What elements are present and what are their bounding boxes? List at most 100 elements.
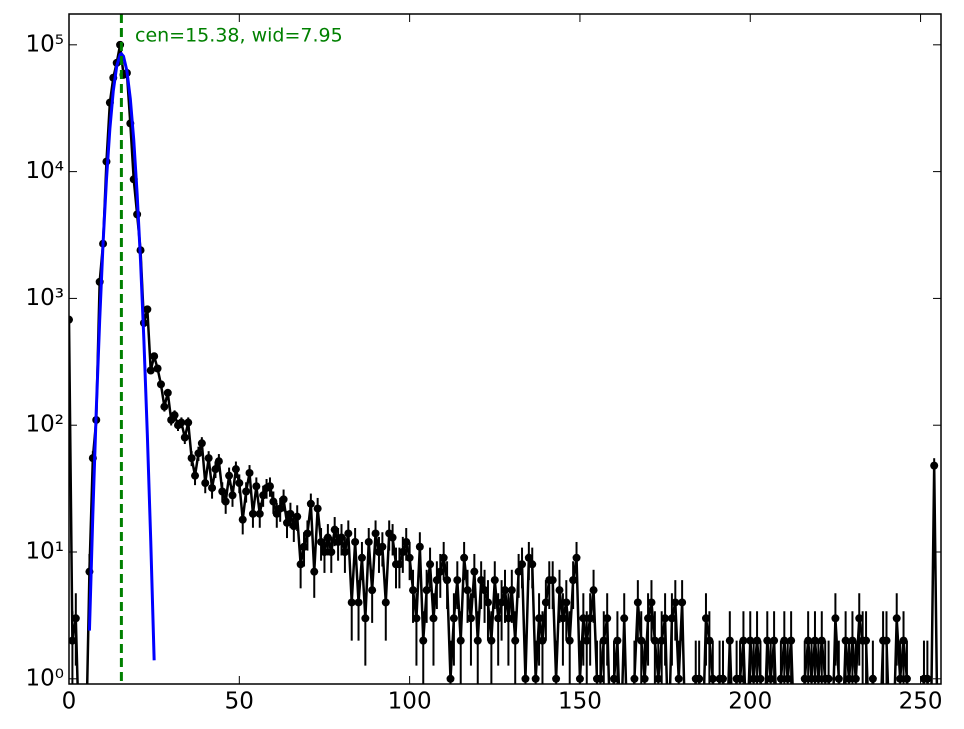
data-point [463, 586, 472, 595]
data-point [862, 636, 871, 645]
data-point [429, 614, 438, 623]
data-point [378, 542, 387, 551]
data-point [160, 402, 169, 411]
data-point [453, 576, 462, 585]
data-point [708, 674, 717, 683]
data-point [180, 433, 189, 442]
data-point [596, 674, 605, 683]
data-point [620, 614, 629, 623]
data-point [402, 537, 411, 546]
data-point [657, 636, 666, 645]
data-point [800, 674, 809, 683]
data-point [218, 487, 227, 496]
data-point [361, 614, 370, 623]
fit-line [87, 51, 156, 661]
data-point [650, 636, 659, 645]
data-point [238, 515, 247, 524]
data-point [156, 380, 165, 389]
data-point [235, 479, 244, 488]
data-point [337, 533, 346, 542]
x-tick-label: 250 [899, 689, 943, 715]
data-point [725, 636, 734, 645]
data-point [323, 533, 332, 542]
data-point [579, 614, 588, 623]
data-point [569, 576, 578, 585]
data-point [153, 364, 162, 373]
data-point [899, 636, 908, 645]
data-point [306, 499, 315, 508]
data-point [780, 636, 789, 645]
plot-area [69, 14, 939, 684]
data-point [446, 674, 455, 683]
data-point [667, 614, 676, 623]
data-point [381, 598, 390, 607]
data-point [194, 449, 203, 458]
data-point [327, 548, 336, 557]
data-point [398, 548, 407, 557]
data-point [783, 674, 792, 683]
data-point [678, 598, 687, 607]
data-point [252, 482, 261, 491]
data-point [749, 674, 758, 683]
data-point [524, 553, 533, 562]
x-tick-label: 100 [388, 689, 432, 715]
data-point [589, 586, 598, 595]
data-point [289, 522, 298, 531]
data-point [528, 560, 537, 569]
data-point [834, 674, 843, 683]
x-tick-label: 50 [225, 689, 254, 715]
data-point [896, 674, 905, 683]
data-point [582, 636, 591, 645]
data-point [340, 548, 349, 557]
data-line [69, 44, 939, 684]
data-point [177, 418, 186, 427]
data-point [214, 457, 223, 466]
data-point [187, 454, 196, 463]
data-point [807, 674, 816, 683]
data-point [197, 439, 206, 448]
data-point [231, 465, 240, 474]
data-point [787, 636, 796, 645]
data-point [191, 471, 200, 480]
data-point [426, 560, 435, 569]
plot-frame [68, 13, 942, 685]
data-point [640, 674, 649, 683]
data-point [279, 495, 288, 504]
data-point [855, 614, 864, 623]
data-point [756, 674, 765, 683]
data-point [507, 586, 516, 595]
data-point [902, 674, 911, 683]
data-point [225, 471, 234, 480]
data-point [892, 614, 901, 623]
data-point [320, 548, 329, 557]
data-point [647, 598, 656, 607]
data-point [923, 674, 932, 683]
data-point [654, 674, 663, 683]
y-tick-label: 10⁴ [26, 158, 65, 184]
data-point [269, 497, 278, 506]
data-point [671, 598, 680, 607]
data-point [170, 411, 179, 420]
data-point [501, 586, 509, 595]
data-point [770, 636, 779, 645]
data-point [555, 586, 564, 595]
y-tick-label: 10³ [26, 285, 65, 311]
data-point [613, 636, 622, 645]
data-point [930, 461, 939, 470]
data-point [814, 674, 823, 683]
data-point [804, 636, 813, 645]
data-point [419, 636, 428, 645]
annotation: cen=15.38, wid=7.95 [135, 25, 343, 47]
data-point [460, 553, 469, 562]
data-point [487, 636, 496, 645]
data-point [242, 487, 251, 496]
data-point [477, 576, 486, 585]
data-point [753, 636, 762, 645]
data-point [599, 636, 608, 645]
data-point [480, 586, 489, 595]
data-point [841, 636, 850, 645]
data-point [432, 576, 441, 585]
data-point [439, 553, 448, 562]
y-tick-label: 10⁵ [26, 31, 65, 57]
